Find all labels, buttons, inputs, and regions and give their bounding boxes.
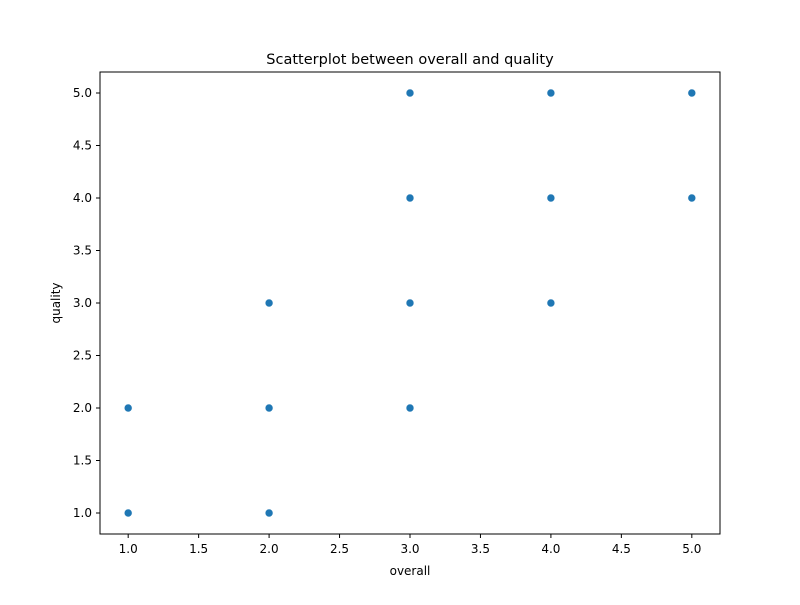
scatter-point	[546, 88, 556, 98]
y-tick-label: 4.5	[73, 139, 92, 153]
y-tick-label: 3.5	[73, 244, 92, 258]
x-tick-label: 5.0	[682, 542, 701, 556]
x-tick-label: 4.5	[612, 542, 631, 556]
scatter-point	[687, 88, 697, 98]
x-tick-label: 2.5	[330, 542, 349, 556]
y-tick-label: 5.0	[73, 86, 92, 100]
scatter-point	[405, 403, 415, 413]
x-tick-label: 4.0	[541, 542, 560, 556]
y-axis: 1.0 1.5 2.0 2.5 3.0 3.5 4.0 4.5 5.0	[73, 86, 100, 520]
y-tick-label: 1.5	[73, 454, 92, 468]
scatter-point	[546, 193, 556, 203]
scatter-point	[546, 298, 556, 308]
x-tick-label: 3.5	[471, 542, 490, 556]
scatter-point	[405, 298, 415, 308]
x-axis-label: overall	[390, 564, 431, 578]
y-tick-label: 1.0	[73, 506, 92, 520]
scatter-point	[123, 508, 133, 518]
scatter-point	[264, 508, 274, 518]
x-tick-label: 1.5	[189, 542, 208, 556]
scatter-point	[264, 403, 274, 413]
y-axis-label: quality	[49, 282, 63, 323]
x-axis: 1.0 1.5 2.0 2.5 3.0 3.5 4.0 4.5 5.0	[119, 534, 701, 556]
y-tick-label: 2.5	[73, 349, 92, 363]
x-tick-label: 1.0	[119, 542, 138, 556]
y-tick-label: 3.0	[73, 296, 92, 310]
y-tick-label: 4.0	[73, 191, 92, 205]
data-points	[123, 88, 697, 518]
chart-title: Scatterplot between overall and quality	[266, 52, 554, 68]
y-tick-label: 2.0	[73, 401, 92, 415]
scatter-point	[405, 88, 415, 98]
x-tick-label: 3.0	[400, 542, 419, 556]
scatter-point	[405, 193, 415, 203]
scatter-point	[264, 298, 274, 308]
scatter-point	[123, 403, 133, 413]
x-tick-label: 2.0	[260, 542, 279, 556]
scatter-point	[687, 193, 697, 203]
